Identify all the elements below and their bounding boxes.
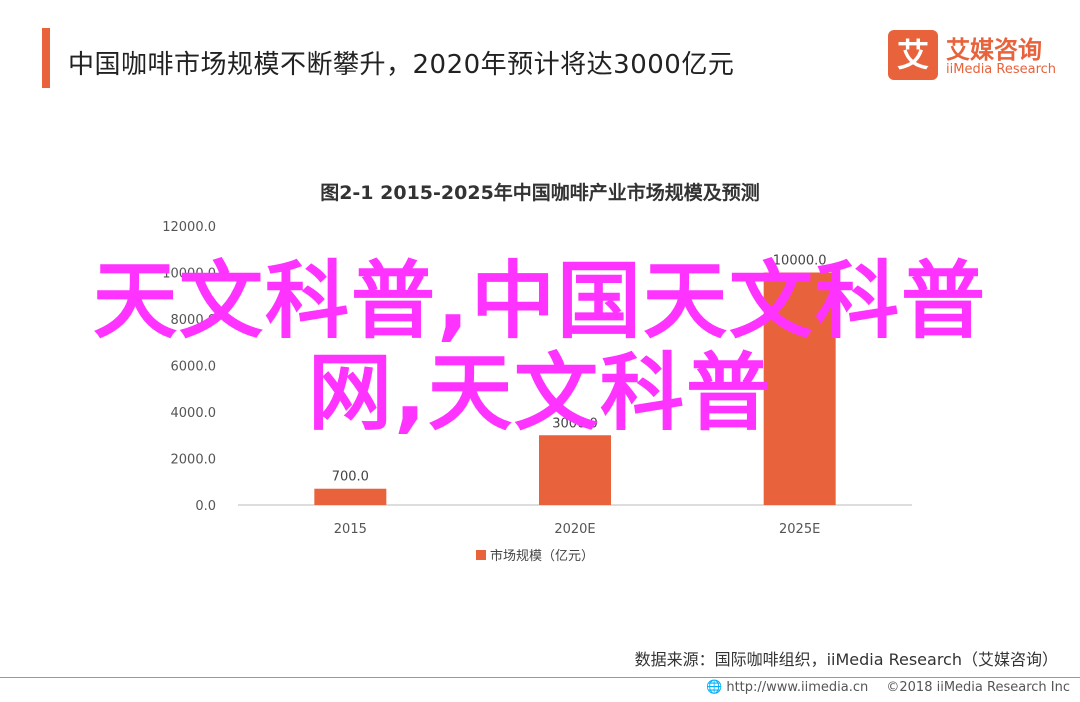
headline: 中国咖啡市场规模不断攀升，2020年预计将达3000亿元 <box>68 50 735 80</box>
y-tick-label: 12000.0 <box>162 220 216 235</box>
data-source: 数据来源：国际咖啡组织，iiMedia Research（艾媒咨询） <box>634 650 1058 669</box>
data-label-2020E: 3000.0 <box>552 416 598 431</box>
logo-mark: 艾 <box>888 30 938 80</box>
x-tick-label: 2025E <box>779 522 820 537</box>
y-tick-label: 8000.0 <box>171 313 217 328</box>
y-tick-label: 0.0 <box>195 499 216 514</box>
y-tick-label: 10000.0 <box>162 267 216 282</box>
logo-cn-name: 艾媒咨询 <box>946 36 1042 64</box>
footer-url[interactable]: 🌐 http://www.iimedia.cn <box>706 680 869 695</box>
bar-2020E <box>539 435 611 505</box>
y-tick-label: 6000.0 <box>171 360 217 375</box>
bar-2025E <box>763 272 836 505</box>
chart-title: 图2-1 2015-2025年中国咖啡产业市场规模及预测 <box>320 182 760 204</box>
data-label-2015: 700.0 <box>332 470 369 485</box>
y-tick-label: 2000.0 <box>171 453 217 468</box>
watermark-overlay: 天文科普,中国天文科普 网,天文科普 <box>0 255 1080 439</box>
bar-2015 <box>314 488 387 505</box>
y-tick-label: 4000.0 <box>171 406 217 421</box>
bar-chart: 0.0 2000.0 4000.0 6000.0 8000.0 10000.0 12000.… <box>162 220 912 564</box>
legend-label: 市场规模（亿元） <box>490 548 594 564</box>
x-tick-label: 2015 <box>334 522 367 537</box>
watermark-line-1: 天文科普,中国天文科普 <box>93 252 987 350</box>
iimedia-logo: 艾 艾媒咨询 iiMedia Research <box>888 30 1068 82</box>
footer-divider <box>0 677 1080 678</box>
data-label-2025E: 10000.0 <box>773 254 827 269</box>
legend-swatch <box>476 550 486 560</box>
x-tick-label: 2020E <box>554 522 595 537</box>
footer-copyright: ©2018 iiMedia Research Inc <box>886 680 1070 695</box>
accent-bar <box>42 28 50 88</box>
watermark-line-2: 网,天文科普 <box>308 344 772 442</box>
logo-en-name: iiMedia Research <box>946 62 1057 77</box>
footer: 🌐 http://www.iimedia.cn ©2018 iiMedia Re… <box>692 680 1070 695</box>
report-header: 中国咖啡市场规模不断攀升，2020年预计将达3000亿元 艾 艾媒咨询 iiMe… <box>0 0 1080 110</box>
